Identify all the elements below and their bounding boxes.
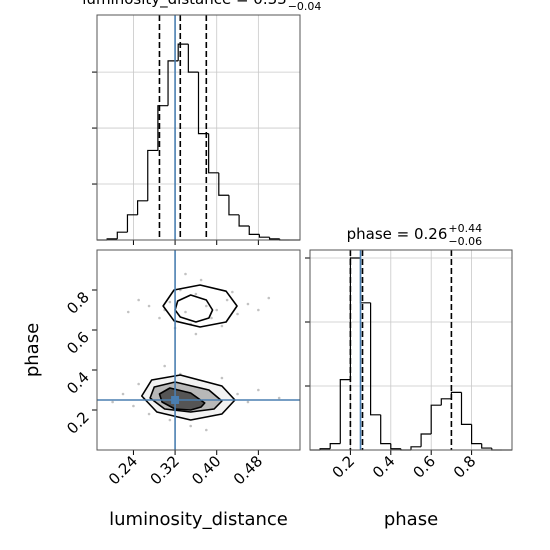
panel-title: luminosity_distance = 0.33 — [82, 0, 286, 9]
hist-bin — [420, 433, 432, 447]
axes-frame — [309, 249, 513, 451]
sample-point — [147, 412, 151, 416]
title-upper: +0.44 — [448, 222, 482, 235]
sample-point — [205, 428, 208, 432]
y-tick-label: 0.6 — [63, 328, 93, 358]
y-tick-label: 0.8 — [63, 288, 93, 318]
sample-point — [126, 310, 130, 314]
sample-point — [236, 392, 239, 396]
sample-point — [225, 298, 229, 302]
sample-point — [267, 296, 271, 300]
sample-point — [210, 316, 213, 320]
sample-point — [168, 300, 172, 304]
sample-point — [246, 302, 250, 306]
sample-point — [257, 308, 260, 312]
sample-point — [168, 418, 172, 422]
hist-bin — [471, 424, 482, 445]
title-main: phase = 0.26 — [347, 225, 448, 243]
sample-point — [194, 332, 198, 336]
hist-bin — [440, 398, 452, 406]
contour — [158, 387, 206, 411]
hist-bin — [126, 214, 138, 233]
sample-point — [220, 324, 224, 328]
hist-bin — [137, 200, 148, 215]
sample-point — [121, 392, 125, 396]
panel-title: phase = 0.26 — [347, 225, 448, 243]
x-tick-label: 0.40 — [188, 452, 224, 488]
hist-bin — [228, 195, 240, 216]
x-tick-label: 0.6 — [409, 452, 439, 482]
sample-point — [231, 290, 234, 294]
x-tick-label: 0.4 — [369, 452, 399, 482]
hist-bin — [380, 414, 391, 445]
contour — [162, 284, 238, 328]
hist-bin — [268, 237, 280, 240]
hist-bin — [116, 231, 128, 239]
sample-point — [215, 308, 219, 312]
sample-point — [184, 310, 187, 314]
hist-bin — [370, 302, 381, 416]
axes-frame — [96, 14, 301, 241]
sample-point — [199, 278, 203, 282]
contour — [174, 294, 214, 323]
hist-bin — [339, 379, 351, 444]
hist-bin — [258, 234, 270, 238]
title-lower: −0.06 — [448, 235, 482, 248]
hist-bin — [167, 60, 179, 106]
hist-bin — [390, 443, 401, 450]
y-axis-label: phase — [22, 323, 43, 377]
sample-point — [277, 396, 281, 400]
sample-point — [111, 400, 114, 404]
axes-frame — [96, 249, 301, 451]
x-axis-label: phase — [384, 509, 438, 530]
sample-point — [257, 388, 260, 392]
hist-bin — [197, 72, 209, 135]
sample-point — [205, 304, 208, 308]
title-lower: −0.04 — [288, 0, 322, 13]
sample-point — [137, 382, 140, 386]
sample-point — [147, 304, 151, 308]
hist-bin — [177, 43, 189, 61]
sample-point — [220, 376, 224, 380]
x-tick-label: 0.2 — [329, 452, 359, 482]
x-tick-label: 0.24 — [105, 452, 141, 488]
hist-bin — [248, 226, 260, 236]
sample-point — [137, 298, 140, 302]
sample-point — [163, 364, 166, 368]
hist-bin — [187, 44, 199, 73]
hist-bin — [208, 133, 219, 174]
sample-point — [132, 404, 135, 408]
x-tick-label: 0.48 — [230, 452, 266, 488]
y-tick-label: 0.2 — [63, 408, 93, 438]
hist-bin — [218, 172, 229, 196]
hist-bin — [460, 392, 472, 425]
sample-point — [158, 316, 161, 320]
x-axis-label: luminosity_distance — [109, 509, 288, 530]
sample-point — [236, 312, 239, 316]
title-main: luminosity_distance = 0.33 — [82, 0, 286, 9]
hist-bin — [349, 257, 361, 380]
sample-point — [194, 292, 198, 296]
hist-bin — [157, 105, 169, 151]
hist-bin — [238, 214, 250, 227]
hist-bin — [481, 443, 492, 449]
hist-bin — [329, 443, 341, 449]
hist-bin — [147, 149, 158, 201]
sample-point — [189, 424, 192, 428]
hist-bin — [410, 446, 422, 450]
hist-bin — [430, 404, 442, 434]
x-tick-label: 0.32 — [147, 452, 183, 488]
x-tick-label: 0.8 — [450, 452, 480, 482]
hist-bin — [450, 391, 462, 399]
sample-point — [246, 400, 250, 404]
truth-marker — [171, 396, 180, 404]
y-tick-label: 0.4 — [63, 368, 93, 398]
sample-point — [184, 272, 187, 276]
